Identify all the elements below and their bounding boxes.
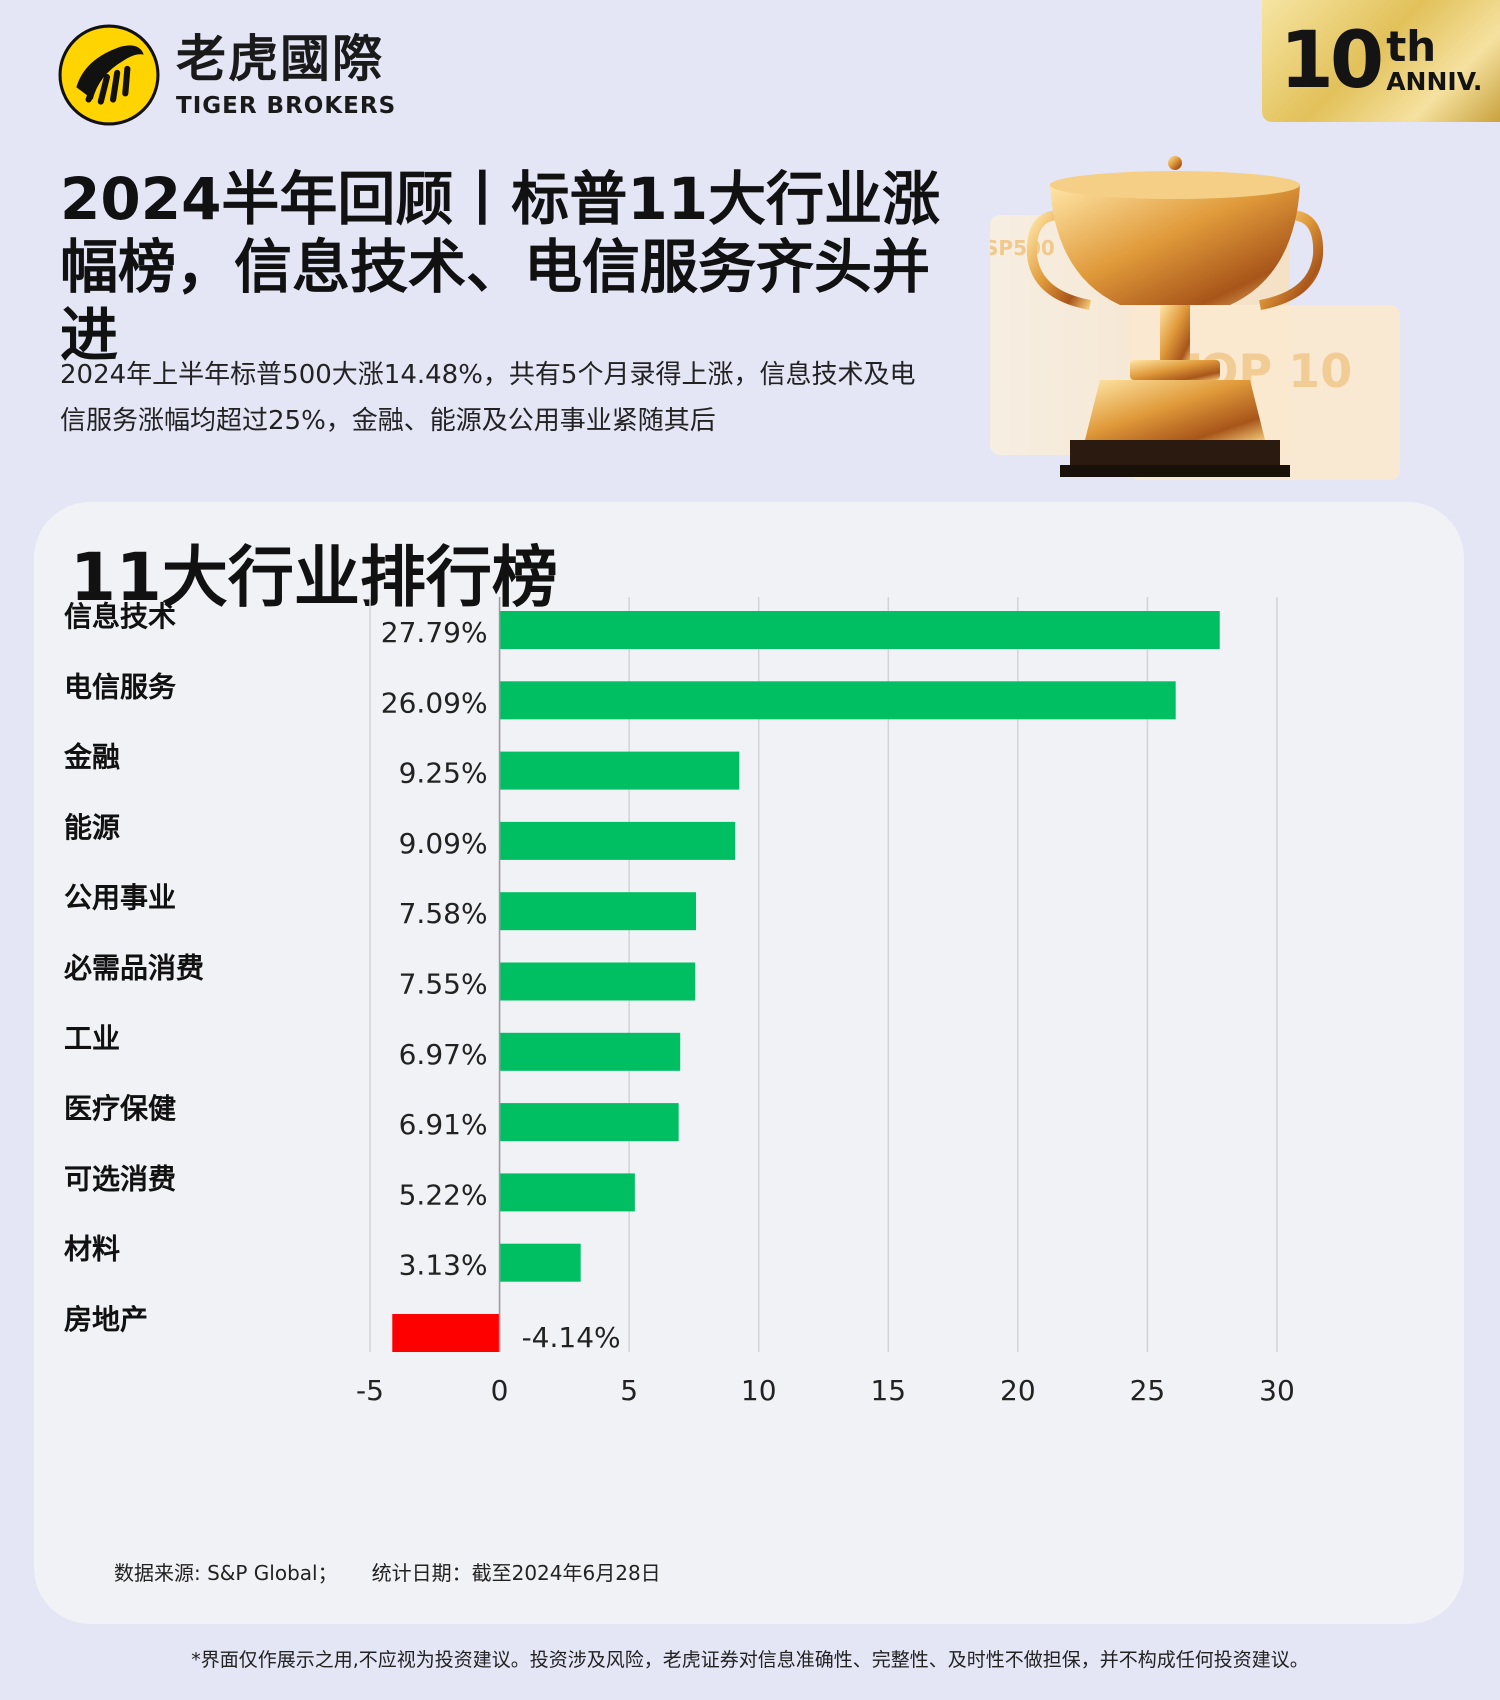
brand-logo: 老虎國際 TIGER BROKERS	[58, 24, 396, 126]
page-headline: 2024半年回顾丨标普11大行业涨幅榜，信息技术、电信服务齐头并进	[60, 165, 941, 369]
data-label: 7.55%	[399, 968, 488, 1001]
category-label: 必需品消费	[64, 952, 204, 985]
category-label: 公用事业	[64, 881, 176, 914]
disclaimer: *界面仅作展示之用,不应视为投资建议。投资涉及风险，老虎证券对信息准确性、完整性…	[191, 1649, 1309, 1671]
x-tick-label: 15	[870, 1374, 906, 1407]
data-label: 7.58%	[399, 897, 488, 930]
bar	[499, 611, 1220, 649]
data-label: 27.79%	[381, 616, 488, 649]
ranking-card: 11大行业排行榜 -5 0 5 10 15 20 25 30 信息技术 27.79% 电信服务 26.…	[34, 502, 1464, 1624]
data-source-label: 数据来源: S&P Global；	[114, 1561, 338, 1585]
category-label: 工业	[64, 1022, 120, 1055]
data-label: 6.91%	[399, 1108, 488, 1141]
data-source-note: 数据来源: S&P Global； 统计日期：截至2024年6月28日	[114, 1557, 661, 1586]
bar	[499, 1173, 635, 1212]
bar	[499, 962, 696, 1001]
trophy-illustration: SP500 TOP 10	[990, 156, 1400, 480]
tiger-logo-icon	[58, 24, 160, 126]
bar	[499, 1032, 681, 1071]
x-tick-label: 20	[1000, 1374, 1036, 1407]
category-label: 材料	[64, 1233, 120, 1266]
data-label: 5.22%	[399, 1178, 488, 1211]
x-tick-label: 0	[491, 1374, 509, 1407]
category-label: 能源	[64, 811, 120, 844]
bar	[499, 681, 1176, 720]
category-label: 可选消费	[64, 1162, 176, 1195]
data-label: 6.97%	[399, 1038, 488, 1071]
bar	[499, 751, 740, 790]
x-tick-label: 10	[741, 1374, 777, 1407]
sector-bar-chart: -5 0 5 10 15 20 25 30 信息技术 27.79% 电信服务 26.09% 金融 9.25…	[63, 597, 1295, 1407]
category-label: 房地产	[64, 1303, 148, 1336]
data-label: 3.13%	[399, 1249, 488, 1282]
data-label: 9.25%	[399, 757, 488, 790]
bar	[499, 892, 697, 931]
brand-name-cn: 老虎國際	[176, 30, 384, 88]
x-tick-label: -5	[356, 1374, 384, 1407]
data-label: 9.09%	[399, 827, 488, 860]
data-source-date: 统计日期：截至2024年6月28日	[371, 1561, 661, 1585]
category-label: 医疗保健	[64, 1092, 176, 1125]
x-tick-label: 5	[620, 1374, 638, 1407]
anniversary-number: 10	[1279, 16, 1385, 106]
data-label: 26.09%	[381, 686, 488, 719]
card-title: 11大行业排行榜	[70, 539, 558, 616]
bar	[499, 821, 736, 860]
anniversary-label: ANNIV.	[1386, 67, 1483, 97]
trophy-card-text: SP500	[990, 236, 1055, 260]
x-tick-label: 30	[1259, 1374, 1295, 1407]
bar	[499, 1243, 581, 1282]
brand-name-en: TIGER BROKERS	[176, 93, 397, 119]
bar	[499, 1103, 679, 1142]
category-label: 金融	[63, 741, 120, 774]
category-label: 信息技术	[64, 600, 176, 633]
x-tick-label: 25	[1130, 1374, 1166, 1407]
anniversary-suffix: th	[1386, 22, 1437, 72]
bar	[392, 1314, 500, 1352]
data-label: -4.14%	[522, 1321, 621, 1354]
page-subtitle: 2024年上半年标普500大涨14.48%，共有5个月录得上涨，信息技术及电信服…	[60, 360, 916, 436]
anniversary-badge: 10 th ANNIV.	[1262, 0, 1500, 122]
category-label: 电信服务	[64, 670, 176, 703]
